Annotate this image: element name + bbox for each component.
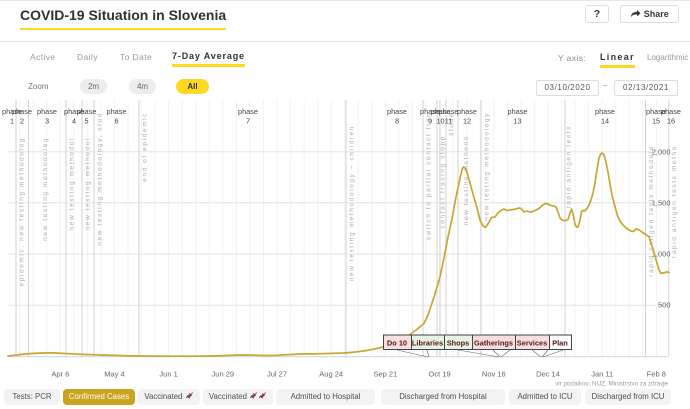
svg-text:new testing methodol: new testing methodol [85,137,92,230]
svg-text:vir podatkov: NIJZ, Ministrstv: vir podatkov: NIJZ, Ministrstvo za zdrav… [555,381,668,388]
svg-text:phase: phase [37,107,57,116]
svg-text:9: 9 [428,117,432,126]
svg-text:new testing methodology, stud: new testing methodology, stud [97,112,104,246]
svg-text:5: 5 [84,117,88,126]
svg-text:phase: phase [387,107,407,116]
svg-text:new testing methodology – chil: new testing methodology – children [349,125,356,281]
svg-text:phase: phase [439,107,459,116]
svg-text:epidemic, new testing methodol: epidemic, new testing methodolog [19,137,26,286]
svg-text:phase: phase [2,107,22,116]
svg-text:Plan: Plan [552,338,568,347]
svg-text:Jul 27: Jul 27 [267,370,287,379]
svg-text:new testing methodolog: new testing methodolog [42,137,49,241]
svg-text:Do 10: Do 10 [387,338,407,347]
svg-text:stude: stude [448,112,455,136]
svg-text:3: 3 [45,117,49,126]
svg-text:phase: phase [77,107,97,116]
svg-text:Oct 19: Oct 19 [429,370,451,379]
svg-text:Libraries: Libraries [412,338,443,347]
svg-text:2,000: 2,000 [652,147,671,156]
svg-text:8: 8 [395,117,399,126]
svg-text:rapid antigen tests: rapid antigen tests [566,125,573,209]
svg-text:phase: phase [107,107,127,116]
svg-text:phase: phase [457,107,477,116]
svg-text:phase: phase [12,107,32,116]
svg-text:phase: phase [508,107,528,116]
svg-text:phase: phase [431,107,451,116]
svg-text:rapid antigen tests methodolo: rapid antigen tests methodolo [648,145,655,277]
svg-text:6: 6 [114,117,118,126]
svg-text:phase: phase [646,107,666,116]
svg-text:phase: phase [420,107,440,116]
svg-text:1,000: 1,000 [652,250,671,259]
svg-text:new testing methodol: new testing methodol [69,137,76,230]
svg-text:new testing methodo: new testing methodo [463,135,470,225]
svg-text:Shops: Shops [447,338,470,347]
svg-text:contact tracing stopp: contact tracing stopp [440,135,447,229]
svg-text:phase: phase [64,107,84,116]
svg-text:Dec 14: Dec 14 [536,370,560,379]
svg-text:10: 10 [436,117,444,126]
svg-text:switch to partial contact trac: switch to partial contact trac [426,112,433,240]
svg-text:4: 4 [72,117,76,126]
svg-text:7: 7 [246,117,250,126]
svg-text:Jun 29: Jun 29 [212,370,235,379]
svg-text:end of epidemic: end of epidemic [142,112,149,182]
svg-text:1: 1 [10,117,14,126]
svg-text:Services: Services [517,338,547,347]
svg-text:16: 16 [667,117,675,126]
svg-text:phase: phase [661,107,681,116]
svg-text:rapid antigen tests metho: rapid antigen tests metho [671,145,678,258]
svg-text:500: 500 [658,301,671,310]
svg-text:Apr 6: Apr 6 [51,370,69,379]
svg-text:Nov 16: Nov 16 [482,370,506,379]
svg-text:phase: phase [238,107,258,116]
svg-text:May 4: May 4 [104,370,124,379]
svg-text:Aug 24: Aug 24 [319,370,343,379]
svg-text:Jan 11: Jan 11 [591,370,613,379]
svg-text:15: 15 [652,117,660,126]
svg-text:13: 13 [513,117,521,126]
svg-text:11: 11 [445,117,453,126]
svg-text:Sep 21: Sep 21 [374,370,398,379]
svg-text:phase: phase [595,107,615,116]
svg-text:14: 14 [601,117,609,126]
svg-text:12: 12 [463,117,471,126]
svg-text:Jun 1: Jun 1 [159,370,177,379]
svg-text:1,500: 1,500 [652,198,671,207]
svg-text:Feb 8: Feb 8 [647,370,666,379]
svg-text:new testing methodology: new testing methodology [484,112,491,221]
svg-text:Gatherings: Gatherings [474,338,513,347]
svg-text:2: 2 [20,117,24,126]
